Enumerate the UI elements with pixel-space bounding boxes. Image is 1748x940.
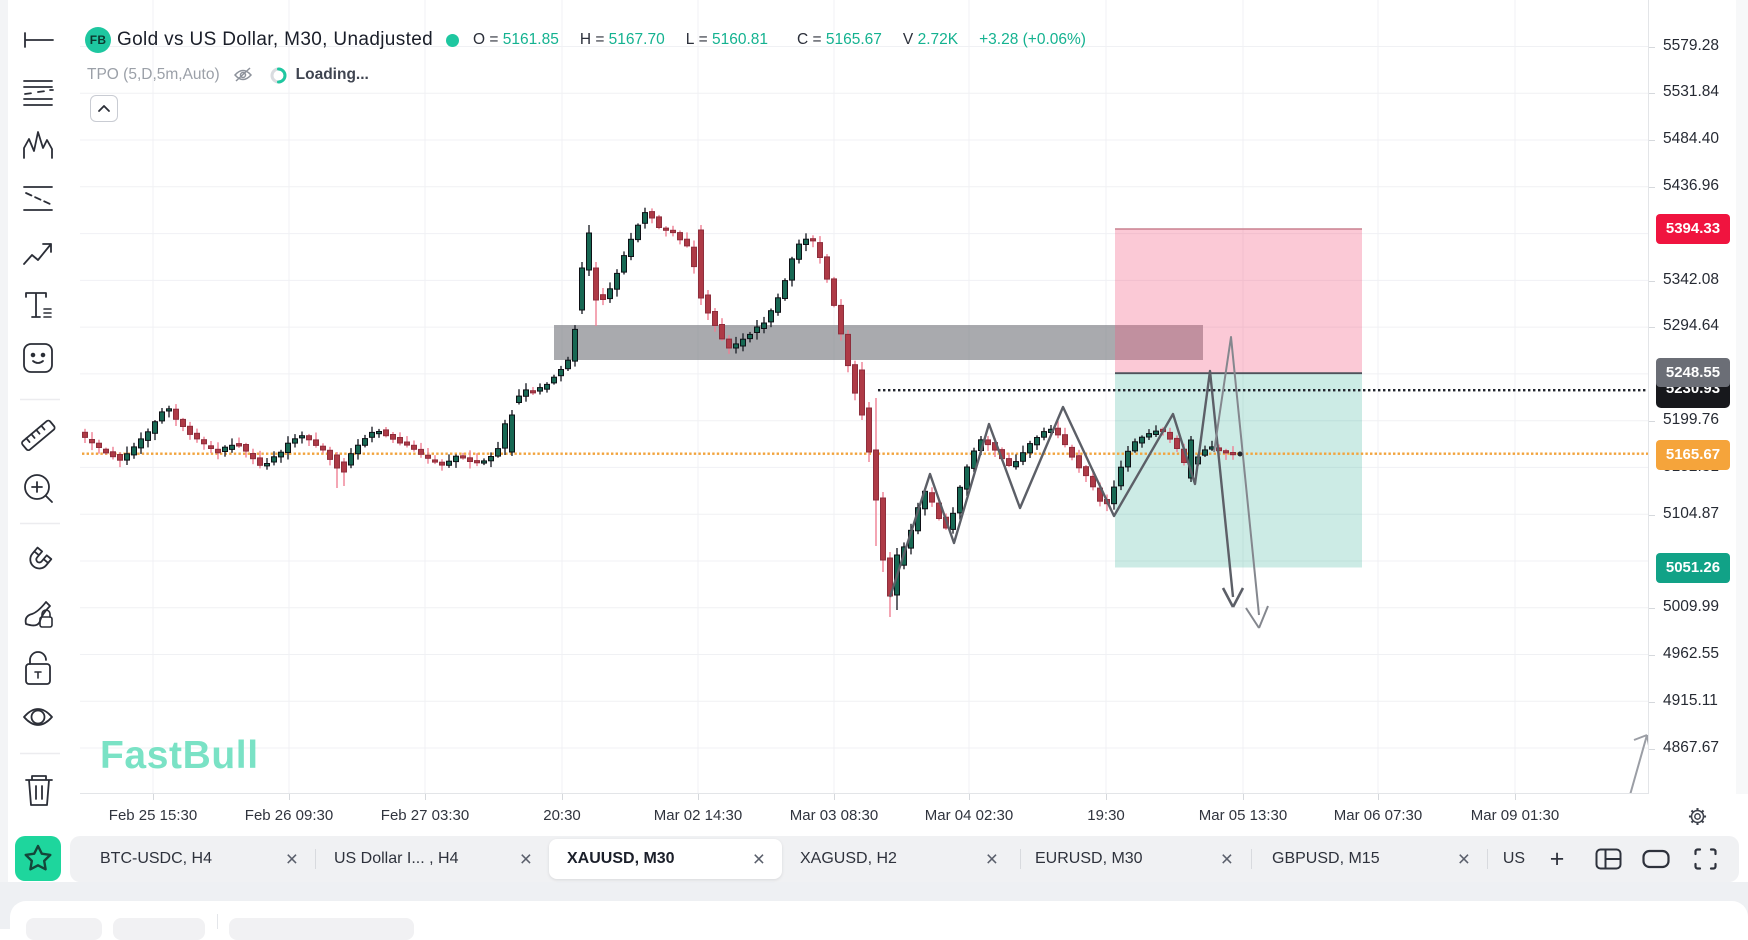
svg-text:FastBull: FastBull [100,734,259,777]
